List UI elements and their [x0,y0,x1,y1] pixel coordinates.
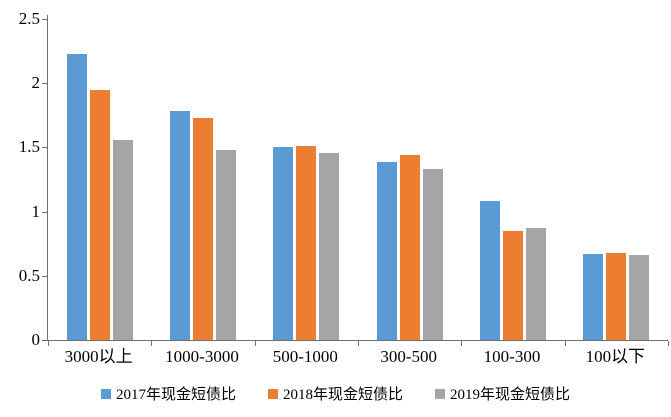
bar-2018年现金短债比-300-500 [399,155,420,340]
x-axis-tick [48,341,49,346]
x-axis-label: 3000以上 [64,347,133,366]
y-axis-tick-label: 1.5 [18,137,40,157]
y-axis-tick-label: 2.5 [18,9,40,28]
bar-2017年现金短债比-500-1000 [273,147,294,340]
x-axis-tick [151,341,153,346]
bar-2017年现金短债比-100以下 [583,253,604,340]
x-axis-label: 100以下 [585,347,646,366]
plot-area [42,15,669,346]
bar-2018年现金短债比-3000以上 [89,89,110,340]
legend-swatch-2018-icon [267,388,278,399]
legend-item-2019: 2019年现金短债比 [435,383,570,404]
x-axis-tick [564,341,566,346]
bar-2017年现金短债比-300-500 [376,161,397,340]
y-axis-tick-label: 2 [31,73,41,93]
legend-label-2017: 2017年现金短债比 [115,387,236,403]
bar-2018年现金短债比-100-300 [503,230,523,340]
bar-2019年现金短债比-1000-3000 [216,149,236,340]
legend-item-2017: 2017年现金短债比 [100,383,236,404]
x-axis-label: 300-500 [380,347,437,366]
y-axis-tick-label: 0.5 [18,265,40,285]
legend-swatch-2019-icon [435,388,445,399]
x-axis-tick [254,341,256,346]
x-axis-tick [668,341,669,346]
y-axis-tick-label: 0 [31,330,41,349]
bar-2019年现金短债比-300-500 [422,169,443,340]
legend-label-2018: 2018年现金短债比 [282,387,403,403]
y-axis-tick-label: 1 [31,201,41,221]
y-axis-tick [42,83,48,85]
legend: 2017年现金短债比 2018年现金短债比 2019年现金短债比 [0,383,671,404]
x-axis-label: 100-300 [483,347,541,366]
bar-2017年现金短债比-3000以上 [66,53,87,340]
y-axis-tick [42,19,48,20]
legend-item-2018: 2018年现金短债比 [267,383,403,404]
bar-2018年现金短债比-500-1000 [296,146,317,340]
legend-swatch-2017-icon [100,388,111,399]
x-axis-tick [358,341,359,346]
bar-2019年现金短债比-500-1000 [319,152,340,340]
x-axis-tick [461,341,463,346]
bar-2019年现金短债比-3000以上 [112,139,133,340]
y-axis-tick [42,211,48,213]
bar-2019年现金短债比-100-300 [526,228,546,340]
x-axis-label: 1000-3000 [165,347,239,366]
legend-label-2019: 2019年现金短债比 [450,387,571,403]
bar-2018年现金短债比-1000-3000 [193,117,213,340]
y-axis-tick [42,340,48,341]
bar-2017年现金短债比-100-300 [480,201,500,340]
bar-2019年现金短债比-100以下 [629,255,650,340]
x-axis-label: 500-1000 [272,347,338,366]
bar-2017年现金短债比-1000-3000 [170,111,190,340]
bar-2018年现金短债比-100以下 [606,252,627,340]
y-axis-tick [42,147,48,149]
y-axis-tick [42,275,48,277]
